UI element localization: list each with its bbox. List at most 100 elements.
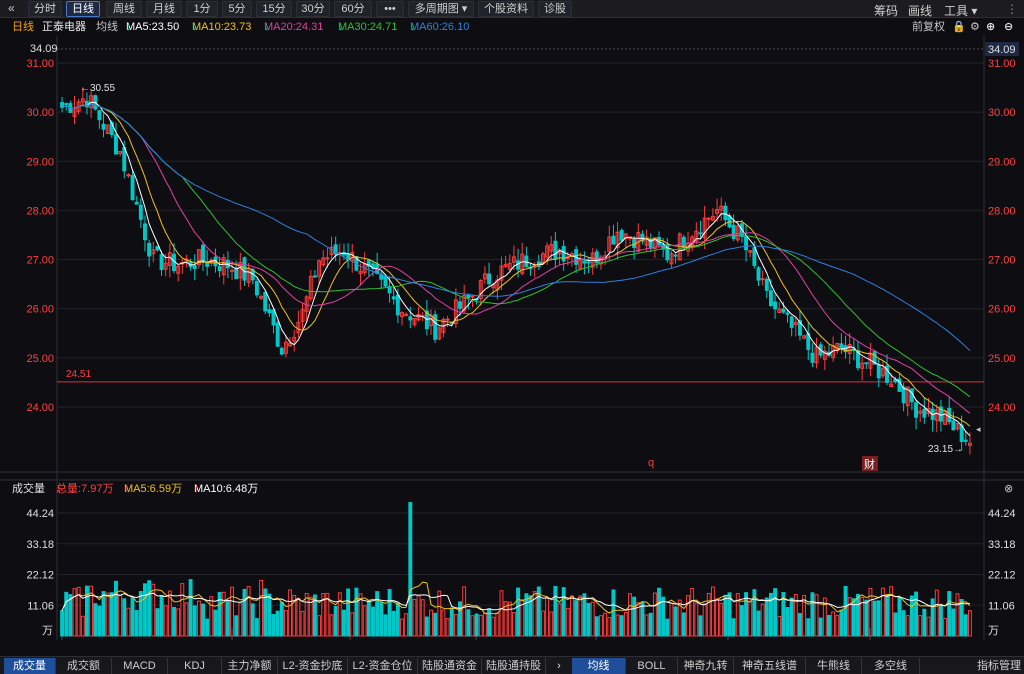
volume-bar-down xyxy=(764,597,769,637)
diagnose-button[interactable]: 诊股 xyxy=(538,1,572,17)
multi-period-dropdown[interactable]: 多周期图 ▾ xyxy=(408,1,474,17)
candle-up xyxy=(710,215,715,221)
candle-up xyxy=(607,236,612,252)
volume-bar-down xyxy=(739,605,744,637)
zoom-in-icon[interactable]: ⊕ xyxy=(986,21,996,33)
chip-button[interactable]: 筹码 xyxy=(874,4,899,18)
draw-line-button[interactable]: 画线 xyxy=(908,4,933,18)
candle-down xyxy=(60,102,65,108)
double-left-icon[interactable]: « xyxy=(8,1,15,15)
indicator-tab-6[interactable]: L2-资金仓位 xyxy=(348,658,418,674)
overlay-tab-2[interactable]: 神奇九转 xyxy=(678,658,734,674)
adjust-label[interactable]: 前复权 xyxy=(912,21,945,33)
volume-bar-down xyxy=(263,588,268,637)
candle-up xyxy=(545,245,550,258)
lock-icon[interactable]: 🔒 xyxy=(952,21,966,33)
period-tab-2[interactable]: 周线 xyxy=(106,1,142,17)
candle-down xyxy=(279,347,284,355)
volume-bar-up xyxy=(445,618,450,637)
period-tab-6[interactable]: 15分 xyxy=(256,1,292,17)
volume-bar-up xyxy=(321,593,326,637)
tools-button[interactable]: 工具 ▾ xyxy=(944,2,977,19)
volume-bar-down xyxy=(93,603,98,637)
candle-up xyxy=(400,312,404,317)
volume-bar-up xyxy=(184,602,189,637)
candle-up xyxy=(847,343,852,354)
volume-bar-down xyxy=(130,596,135,637)
period-tab-0[interactable]: 分时 xyxy=(28,1,62,17)
gear-icon[interactable]: ⚙ xyxy=(970,21,980,33)
overlay-tab-3[interactable]: 神奇五线谱 xyxy=(734,658,806,674)
period-label: 日线 xyxy=(12,21,34,33)
volume-bar-down xyxy=(250,603,255,637)
period-tab-3[interactable]: 月线 xyxy=(146,1,182,17)
period-tab-7[interactable]: 30分 xyxy=(296,1,330,17)
volume-bar-up xyxy=(511,612,516,637)
more-vertical-icon[interactable]: ⋮ xyxy=(1006,2,1018,16)
volume-bar-up xyxy=(453,613,458,637)
indicator-tab-1[interactable]: 成交额 xyxy=(56,658,112,674)
candle-up xyxy=(706,217,711,220)
ma-label[interactable]: 均线 xyxy=(96,21,118,33)
indicator-tab-4[interactable]: 主力净额 xyxy=(222,658,278,674)
candle-down xyxy=(101,123,106,130)
period-tab-5[interactable]: 5分 xyxy=(222,1,252,17)
volume-bar-up xyxy=(437,590,442,637)
indicator-tab-3[interactable]: KDJ xyxy=(168,658,222,674)
overlay-tab-5[interactable]: 多空线 xyxy=(862,658,920,674)
volume-bar-up xyxy=(72,588,77,637)
volume-bar-down xyxy=(342,609,346,637)
indicator-manage-button[interactable]: 指标管理 xyxy=(977,660,1021,672)
volume-tick-right: 44.24 xyxy=(988,508,1016,520)
price-tick-left: 25.00 xyxy=(26,353,54,365)
volume-bar-up xyxy=(495,612,500,637)
candle-up xyxy=(644,236,649,246)
candle-down xyxy=(379,273,384,280)
volume-bar-up xyxy=(918,615,923,637)
volume-bar-down xyxy=(773,588,778,637)
volume-bar-down xyxy=(827,614,831,637)
candle-down xyxy=(391,296,396,300)
indicator-tab-0[interactable]: 成交量 xyxy=(4,658,56,674)
volume-bar-up xyxy=(793,593,798,637)
indicator-tab-8[interactable]: 陆股通持股 xyxy=(482,658,546,674)
candle-down xyxy=(594,251,599,264)
ma20-text: MA20:24.31 xyxy=(264,21,324,33)
volume-bar-up xyxy=(607,617,612,637)
volume-bar-up xyxy=(503,601,508,637)
volume-bar-up xyxy=(669,602,674,637)
indicator-tab-5[interactable]: L2-资金抄底 xyxy=(278,658,348,674)
period-tab-4[interactable]: 1分 xyxy=(186,1,218,17)
candle-up xyxy=(669,253,674,265)
candle-up xyxy=(715,209,720,214)
overlay-tab-4[interactable]: 牛熊线 xyxy=(806,658,862,674)
indicator-tab-7[interactable]: 陆股通资金 xyxy=(418,658,482,674)
candle-up xyxy=(652,237,657,249)
kline-chart[interactable]: 31.00 31.00 30.00 30.00 29.00 29.00 28.00 28.00… xyxy=(0,0,1024,640)
period-tab-8[interactable]: 60分 xyxy=(334,1,372,17)
candle-up xyxy=(793,321,798,326)
volume-bar-down xyxy=(632,596,637,637)
more-button[interactable]: ••• xyxy=(376,1,404,17)
candle-down xyxy=(553,240,558,260)
candle-down xyxy=(271,309,276,326)
close-icon[interactable]: ⊗ xyxy=(1004,483,1014,495)
overlay-tab-0[interactable]: 均线 xyxy=(572,658,626,674)
volume-tick-left: 11.06 xyxy=(27,600,54,612)
volume-bar-up xyxy=(802,594,807,637)
volume-tick-right: 11.06 xyxy=(988,600,1015,612)
stock-info-button[interactable]: 个股资料 xyxy=(478,1,534,17)
volume-bar-down xyxy=(354,587,359,637)
volume-title[interactable]: 成交量 xyxy=(12,483,45,495)
period-tab-1[interactable]: 日线 xyxy=(66,1,100,17)
volume-bar-down xyxy=(84,585,89,637)
volume-bar-up xyxy=(934,589,939,637)
overlay-tab-1[interactable]: BOLL xyxy=(626,658,678,674)
zoom-out-icon[interactable]: ⊖ xyxy=(1004,21,1014,33)
candle-up xyxy=(967,442,972,446)
volume-bar-down xyxy=(756,610,761,637)
chevron-right-icon[interactable]: › xyxy=(557,660,561,672)
indicator-tab-2[interactable]: MACD xyxy=(112,658,168,674)
candle-up xyxy=(499,265,504,281)
candle-down xyxy=(234,267,239,280)
